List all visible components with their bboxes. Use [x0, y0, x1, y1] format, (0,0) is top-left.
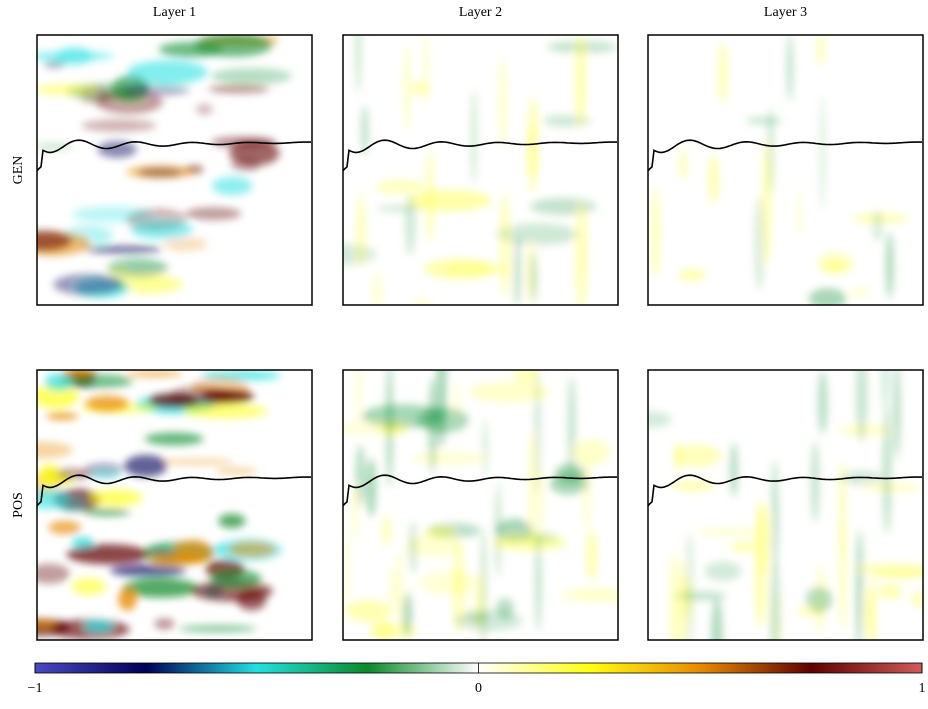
- heatmap-panel: [36, 34, 313, 306]
- panel-frame: [647, 34, 924, 306]
- trajectory: [342, 474, 617, 507]
- column-title: Layer 1: [153, 5, 196, 20]
- trajectory: [36, 474, 311, 507]
- column-title: Layer 2: [459, 5, 502, 20]
- heatmap-panel: [342, 369, 619, 641]
- trajectory: [647, 474, 922, 507]
- colorbar-tick-label: −1: [28, 681, 43, 696]
- column-title: Layer 3: [764, 5, 807, 20]
- heatmap-panel: [36, 369, 313, 641]
- heatmap-panel: [342, 34, 619, 306]
- trajectory: [647, 139, 922, 172]
- panel-frame: [647, 369, 924, 641]
- panel-frame: [342, 369, 619, 641]
- trajectory: [36, 139, 311, 172]
- panel-frame: [342, 34, 619, 306]
- panel-frame: [36, 34, 313, 306]
- heatmap-panel: [647, 369, 924, 641]
- trajectory: [342, 139, 617, 172]
- colorbar-tick-label: 0: [475, 681, 482, 696]
- row-title: GEN: [11, 156, 26, 185]
- heatmap-panel: [647, 34, 924, 306]
- row-title: POS: [11, 492, 26, 518]
- panel-frame: [36, 369, 313, 641]
- colorbar-tick-label: 1: [919, 681, 926, 696]
